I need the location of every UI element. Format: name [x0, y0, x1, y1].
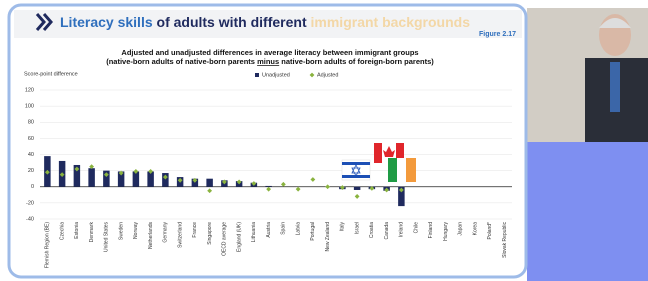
x-tick-label: Chile: [413, 222, 419, 234]
x-tick-label: New Zealand: [325, 222, 331, 252]
legend-label: Unadjusted: [262, 72, 290, 78]
x-tick-label: Latvia: [295, 222, 301, 236]
x-tick-label: Slovak Republic: [502, 222, 508, 258]
title-part: immigrant backgrounds: [311, 14, 471, 30]
figure-label: Figure 2.17: [479, 31, 516, 38]
x-tick-label: Spain: [281, 222, 287, 235]
x-tick-label: Flemish Region (BE): [45, 222, 51, 268]
legend-swatch: [255, 73, 259, 77]
x-tick-label: Switzerland: [177, 222, 183, 248]
chart-title: Adjusted and unadjusted differences in a…: [121, 48, 418, 57]
y-tick-label: 100: [25, 104, 34, 110]
title-part: of adults with different: [157, 14, 307, 30]
y-tick-label: 40: [28, 152, 34, 158]
bar: [354, 187, 360, 190]
x-tick-label: Ireland: [399, 222, 405, 238]
x-tick-label: Czechia: [59, 222, 65, 240]
x-tick-label: Norway: [133, 222, 139, 239]
flag-band: [374, 143, 382, 163]
bar: [88, 168, 94, 187]
subtitle-part: (native-born adults of native-born paren…: [106, 57, 255, 66]
x-tick-label: Sweden: [118, 222, 124, 240]
x-tick-label: Poland*: [487, 222, 493, 240]
x-tick-label: Netherlands: [148, 222, 154, 249]
x-tick-label: France: [192, 222, 198, 238]
x-tick-label: Finland: [428, 222, 434, 239]
flag-ireland: [397, 158, 406, 182]
x-tick-label: Croatia: [369, 222, 375, 238]
x-tick-label: United States: [104, 222, 110, 253]
slide-title: Literacy skills of adults with different…: [60, 14, 470, 30]
flag-ireland: [388, 158, 397, 182]
y-tick-label: 0: [31, 184, 34, 190]
x-tick-label: Germany: [163, 222, 169, 243]
y-axis-label: Score-point difference: [24, 71, 78, 77]
x-tick-label: Estonia: [74, 222, 80, 239]
y-tick-label: 20: [28, 168, 34, 174]
y-tick-label: 60: [28, 136, 34, 142]
screen: Literacy skills of adults with different…: [0, 0, 648, 281]
x-tick-label: Italy: [340, 222, 346, 232]
x-tick-label: Canada: [384, 222, 390, 240]
x-tick-label: Hungary: [443, 222, 449, 241]
y-tick-label: 120: [25, 87, 34, 93]
x-tick-label: Denmark: [89, 222, 95, 243]
x-tick-label: OECD average: [222, 222, 228, 256]
y-tick-label: -40: [26, 216, 34, 222]
x-tick-label: Portugal: [310, 222, 316, 241]
y-tick-label: 80: [28, 120, 34, 126]
x-tick-label: Austria: [266, 222, 272, 238]
x-tick-label: Korea: [472, 222, 478, 236]
title-part: Literacy skills: [60, 14, 153, 30]
bar: [265, 186, 271, 187]
blue-panel: [527, 142, 648, 281]
x-tick-label: Japan: [458, 222, 464, 236]
x-tick-label: Singapore: [207, 222, 213, 245]
presenter-tie: [610, 62, 620, 112]
y-tick-label: -20: [26, 200, 34, 206]
subtitle-part: native-born adults of foreign-born paren…: [281, 57, 434, 66]
legend-label: Adjusted: [317, 72, 338, 78]
x-tick-label: Israel: [354, 222, 360, 234]
x-tick-label: Lithuania: [251, 222, 257, 243]
chart-subtitle: (native-born adults of native-born paren…: [106, 57, 434, 66]
subtitle-part: minus: [257, 57, 279, 66]
x-tick-label: England (UK): [236, 222, 242, 252]
bar: [206, 179, 212, 187]
flag-ireland: [406, 158, 416, 182]
